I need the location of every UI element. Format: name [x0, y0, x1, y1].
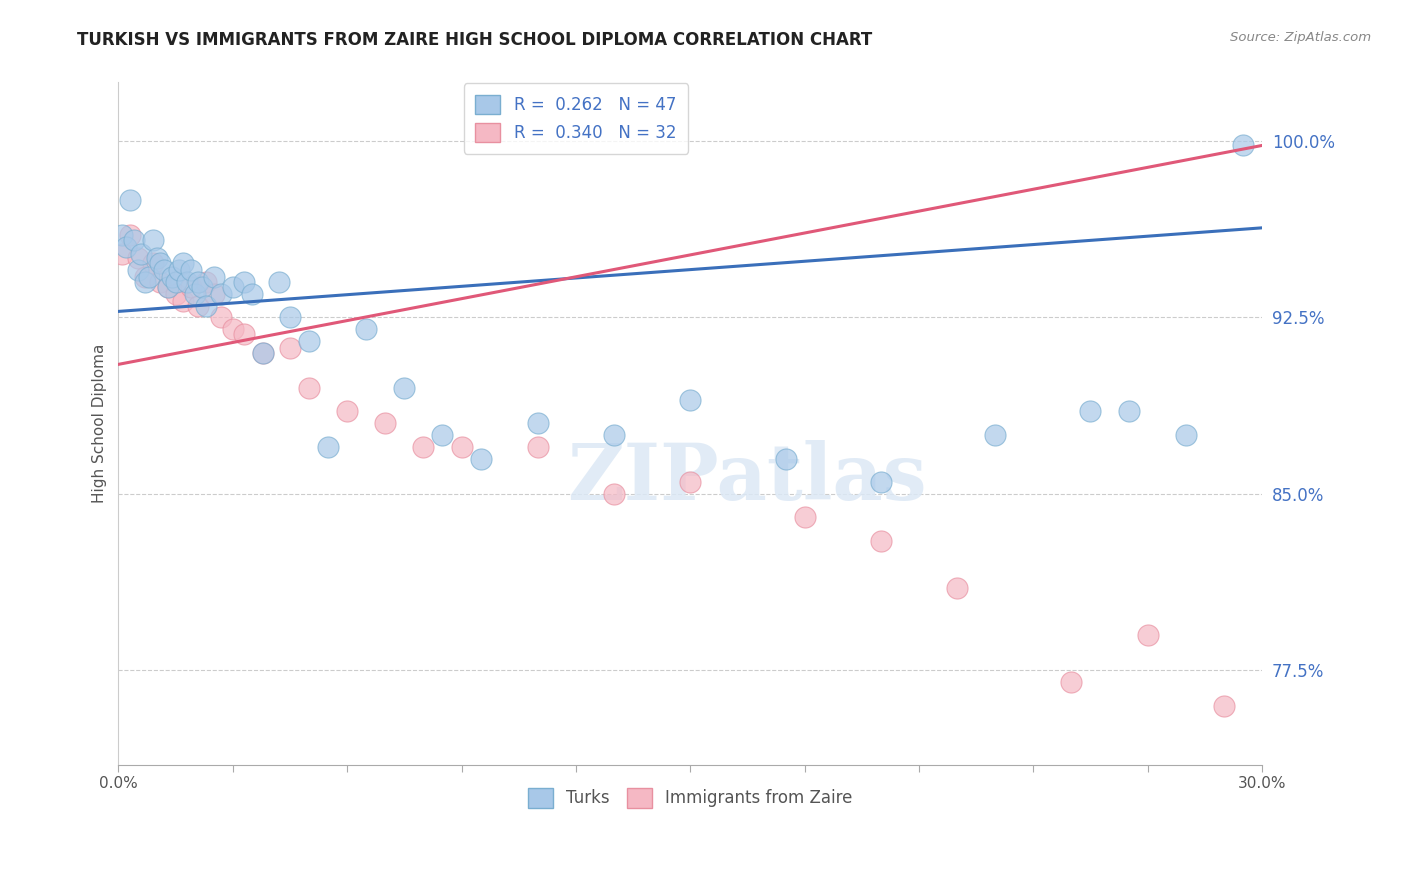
- Point: [252, 345, 274, 359]
- Point: [1136, 628, 1159, 642]
- Point: [138, 270, 160, 285]
- Point: [183, 286, 205, 301]
- Point: [149, 256, 172, 270]
- Point: [131, 246, 153, 260]
- Point: [149, 275, 172, 289]
- Point: [127, 252, 149, 266]
- Point: [984, 428, 1007, 442]
- Point: [298, 381, 321, 395]
- Point: [142, 233, 165, 247]
- Point: [603, 487, 626, 501]
- Point: [603, 428, 626, 442]
- Point: [1212, 698, 1234, 713]
- Point: [111, 227, 134, 242]
- Point: [187, 275, 209, 289]
- Point: [298, 334, 321, 348]
- Point: [316, 440, 339, 454]
- Point: [142, 256, 165, 270]
- Point: [169, 263, 191, 277]
- Point: [145, 252, 167, 266]
- Point: [134, 275, 156, 289]
- Point: [191, 279, 214, 293]
- Point: [278, 310, 301, 325]
- Legend: Turks, Immigrants from Zaire: Turks, Immigrants from Zaire: [522, 781, 859, 814]
- Point: [202, 286, 225, 301]
- Point: [180, 263, 202, 277]
- Point: [222, 322, 245, 336]
- Point: [111, 246, 134, 260]
- Point: [775, 451, 797, 466]
- Point: [526, 440, 548, 454]
- Text: TURKISH VS IMMIGRANTS FROM ZAIRE HIGH SCHOOL DIPLOMA CORRELATION CHART: TURKISH VS IMMIGRANTS FROM ZAIRE HIGH SC…: [77, 31, 873, 49]
- Point: [172, 256, 194, 270]
- Point: [252, 345, 274, 359]
- Point: [118, 227, 141, 242]
- Point: [267, 275, 290, 289]
- Point: [180, 279, 202, 293]
- Point: [278, 341, 301, 355]
- Point: [432, 428, 454, 442]
- Point: [679, 392, 702, 407]
- Point: [156, 279, 179, 293]
- Point: [134, 270, 156, 285]
- Point: [412, 440, 434, 454]
- Point: [793, 510, 815, 524]
- Point: [450, 440, 472, 454]
- Point: [374, 416, 396, 430]
- Point: [470, 451, 492, 466]
- Point: [209, 310, 232, 325]
- Point: [176, 275, 198, 289]
- Y-axis label: High School Diploma: High School Diploma: [93, 343, 107, 503]
- Point: [160, 270, 183, 285]
- Point: [156, 279, 179, 293]
- Point: [336, 404, 359, 418]
- Point: [187, 299, 209, 313]
- Point: [122, 233, 145, 247]
- Point: [222, 279, 245, 293]
- Point: [679, 475, 702, 489]
- Point: [394, 381, 416, 395]
- Text: Source: ZipAtlas.com: Source: ZipAtlas.com: [1230, 31, 1371, 45]
- Point: [1060, 675, 1083, 690]
- Point: [869, 533, 891, 548]
- Point: [195, 299, 218, 313]
- Point: [946, 581, 969, 595]
- Point: [1232, 138, 1254, 153]
- Point: [115, 240, 138, 254]
- Point: [165, 286, 187, 301]
- Point: [240, 286, 263, 301]
- Point: [354, 322, 377, 336]
- Point: [165, 275, 187, 289]
- Point: [209, 286, 232, 301]
- Point: [172, 293, 194, 308]
- Point: [153, 263, 176, 277]
- Point: [1118, 404, 1140, 418]
- Point: [127, 263, 149, 277]
- Point: [118, 193, 141, 207]
- Point: [233, 275, 256, 289]
- Point: [1174, 428, 1197, 442]
- Point: [526, 416, 548, 430]
- Point: [1080, 404, 1102, 418]
- Point: [202, 270, 225, 285]
- Point: [869, 475, 891, 489]
- Point: [233, 326, 256, 341]
- Point: [195, 275, 218, 289]
- Text: ZIPatlas: ZIPatlas: [568, 440, 927, 516]
